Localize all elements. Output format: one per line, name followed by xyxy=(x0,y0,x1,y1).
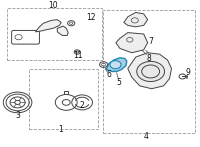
Text: 6: 6 xyxy=(107,70,111,79)
Text: 4: 4 xyxy=(143,132,148,141)
Circle shape xyxy=(110,61,121,69)
Polygon shape xyxy=(57,26,68,35)
Text: 8: 8 xyxy=(146,54,151,63)
Polygon shape xyxy=(116,33,148,53)
Polygon shape xyxy=(128,53,172,89)
Polygon shape xyxy=(106,58,127,71)
Polygon shape xyxy=(35,20,61,32)
Text: 3: 3 xyxy=(15,111,20,120)
Text: 1: 1 xyxy=(58,125,63,134)
Text: 9: 9 xyxy=(186,68,191,77)
Text: 7: 7 xyxy=(148,37,153,46)
Text: 11: 11 xyxy=(73,51,83,60)
Text: 5: 5 xyxy=(116,78,121,87)
Bar xyxy=(103,10,195,133)
Polygon shape xyxy=(124,12,148,27)
Bar xyxy=(29,69,98,129)
Bar xyxy=(7,8,102,60)
Text: 2: 2 xyxy=(80,101,84,110)
Circle shape xyxy=(137,61,165,82)
Text: 12: 12 xyxy=(86,13,96,22)
Text: 10: 10 xyxy=(49,1,58,10)
